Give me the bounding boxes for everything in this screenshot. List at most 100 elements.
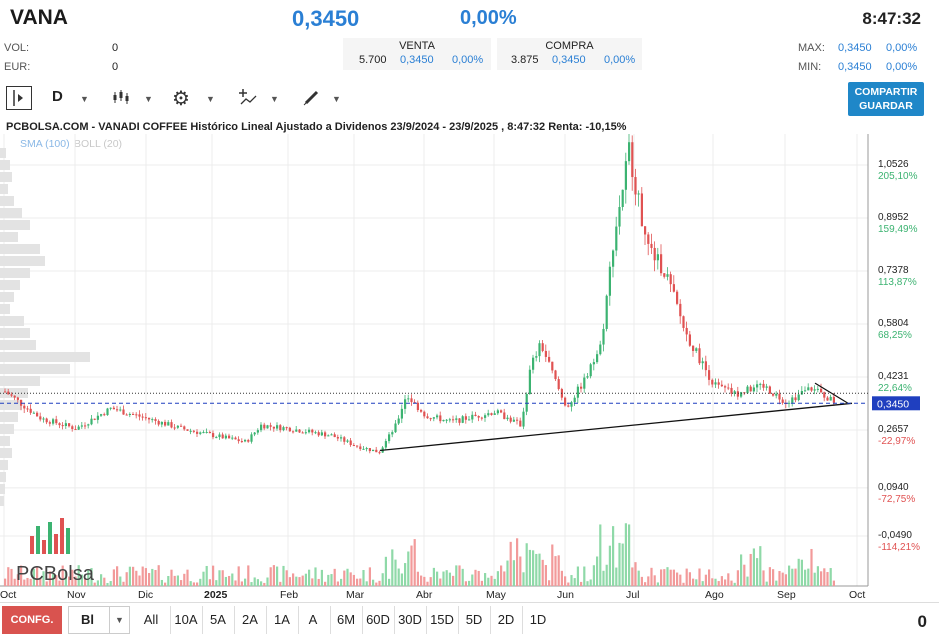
volume-bar [346, 568, 349, 586]
profile-bar [0, 364, 70, 374]
chart-type-select[interactable]: Bl ▼ [68, 606, 130, 634]
sidebar-toggle-button[interactable] [6, 86, 32, 110]
candle-body [141, 416, 144, 418]
candle-body [314, 432, 317, 434]
candle-body [52, 419, 55, 424]
volume-bar [132, 566, 135, 586]
volume-bar [167, 575, 170, 586]
y-tick-pct: 113,87% [878, 277, 917, 288]
range-button-2a[interactable]: 2A [234, 606, 265, 634]
volume-bar [618, 542, 621, 586]
volume-bar [765, 581, 768, 586]
period-select[interactable]: D [52, 88, 63, 105]
range-button-5a[interactable]: 5A [202, 606, 233, 634]
volume-bar [698, 568, 701, 586]
settings-caret-icon[interactable]: ▼ [206, 94, 215, 104]
range-button-a[interactable]: A [298, 606, 327, 634]
chart-type-caret-icon[interactable]: ▼ [144, 94, 153, 104]
min-label: MIN: [798, 61, 822, 73]
price-change: 0,00% [460, 7, 517, 29]
volume-bar [279, 581, 282, 586]
volume-bar [128, 566, 131, 586]
candle-body [26, 408, 29, 410]
volume-bar [692, 578, 695, 586]
candle-body [186, 429, 189, 431]
volume-bar [727, 573, 730, 586]
candle-body [359, 446, 362, 450]
range-button-15d[interactable]: 15D [426, 606, 457, 634]
candle-body [340, 437, 343, 439]
volume-bar [775, 580, 778, 586]
volume-bar [138, 575, 141, 586]
volume-bar [260, 581, 263, 586]
indicators-button[interactable] [238, 88, 258, 111]
volume-bar [736, 570, 739, 586]
candle-body [503, 412, 506, 420]
volume-bar [455, 565, 458, 586]
volume-bar [45, 581, 48, 586]
candle-body [205, 431, 208, 433]
volume-bar [484, 573, 487, 586]
volume-bar [554, 556, 557, 586]
volume-bar [413, 539, 416, 586]
volume-bar [711, 578, 714, 586]
volume-bar [628, 524, 631, 586]
volume-bar [416, 571, 419, 586]
volume-bar [650, 567, 653, 586]
range-button-30d[interactable]: 30D [394, 606, 425, 634]
settings-gear-icon[interactable]: ⚙ [172, 88, 190, 110]
volume-bar [810, 548, 813, 586]
config-button[interactable]: CONFG. [2, 606, 62, 634]
eur-label: EUR: [4, 61, 31, 73]
volume-bar [436, 571, 439, 586]
candle-body [762, 383, 765, 388]
range-button-2d[interactable]: 2D [490, 606, 521, 634]
volume-bar [397, 568, 400, 586]
range-button-10a[interactable]: 10A [170, 606, 201, 634]
range-button-1d[interactable]: 1D [522, 606, 553, 634]
candle-body [151, 419, 154, 421]
candle-body [90, 418, 93, 425]
drawing-tools-button[interactable] [303, 88, 321, 111]
share-save-button[interactable]: COMPARTIR GUARDAR [848, 82, 924, 116]
profile-bar [0, 172, 12, 182]
min-pct: 0,00% [886, 61, 918, 73]
candle-body [592, 362, 595, 365]
period-caret-icon[interactable]: ▼ [80, 94, 89, 104]
volume-bar [292, 573, 295, 586]
candle-body [461, 416, 464, 423]
candle-body [820, 388, 823, 393]
range-button-60d[interactable]: 60D [362, 606, 393, 634]
range-button-6m[interactable]: 6M [330, 606, 361, 634]
candle-body [464, 416, 467, 420]
candle-body [29, 408, 32, 413]
indicators-caret-icon[interactable]: ▼ [270, 94, 279, 104]
y-tick-pct: -72,75% [878, 494, 915, 505]
chart-type-button[interactable] [112, 88, 130, 111]
boll-indicator-label[interactable]: BOLL (20) [74, 138, 123, 150]
candle-body [160, 421, 163, 425]
x-tick-label: Nov [67, 589, 86, 601]
volume-bar [215, 580, 218, 586]
range-button-1a[interactable]: 1A [266, 606, 297, 634]
range-button-all[interactable]: All [143, 612, 159, 627]
candle-body [365, 448, 368, 450]
drawing-caret-icon[interactable]: ▼ [332, 94, 341, 104]
candle-body [669, 274, 672, 285]
profile-bar [0, 424, 14, 434]
y-tick-price: 0,2657 [878, 424, 909, 435]
sma-indicator-label[interactable]: SMA (100) [20, 138, 70, 150]
bottom-right-value: 0 [917, 612, 927, 631]
volume-bar [192, 582, 195, 586]
candle-body [256, 430, 259, 433]
volume-bar [500, 565, 503, 586]
volume-bar [324, 581, 327, 586]
range-button-5d[interactable]: 5D [458, 606, 489, 634]
candle-body [196, 431, 199, 434]
x-tick-label: May [486, 589, 507, 601]
volume-bar [109, 581, 112, 586]
profile-bar [0, 400, 22, 410]
candle-body [599, 344, 602, 355]
volume-bar [205, 565, 208, 586]
